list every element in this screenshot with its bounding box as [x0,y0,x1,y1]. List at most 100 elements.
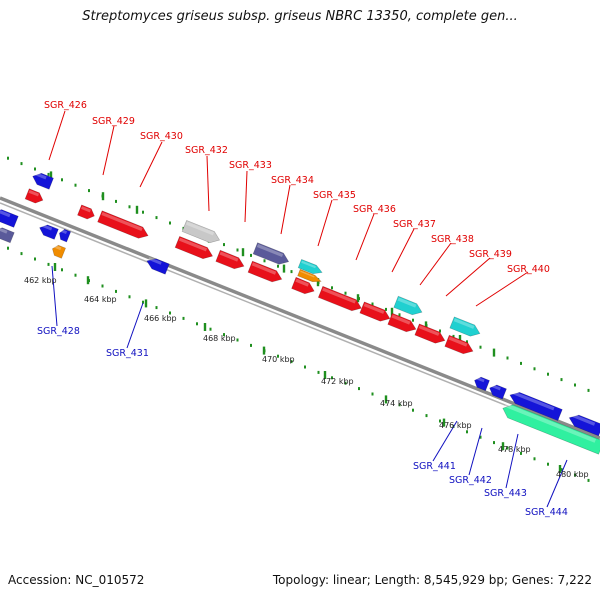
gene-sgr-431[interactable] [146,258,170,275]
guide-dot [533,367,536,371]
scale-label: 466 kbp [144,314,177,323]
guide-dot [331,376,333,380]
leader-sgr_442 [468,427,483,476]
gene-highlight [101,212,143,231]
leader-sgr_436 [355,213,375,261]
guide-dot [304,365,306,369]
major-ticks [49,171,562,473]
label-sgr_444[interactable]: SGR_444 [525,507,568,518]
gene-sgr-442[interactable] [489,384,507,400]
gene-highlight [397,297,417,308]
gene-sgr-437[interactable] [359,301,391,322]
guide-dot [223,243,225,247]
label-sgr_432[interactable]: SGR_432 [185,145,228,156]
gene-sgr-430[interactable] [97,210,149,239]
gene-sgr-437b[interactable] [387,312,417,333]
gene-sgr-426[interactable] [32,172,54,190]
guide-dot [250,343,252,347]
guide-dot [142,210,144,214]
gene-sgr-435b[interactable] [297,268,322,283]
leader-sgr_430 [139,141,163,188]
label-sgr_429[interactable]: SGR_429 [92,116,135,127]
scale-label: 474 kbp [380,399,413,408]
gene-sgr-434b[interactable] [247,260,283,283]
gene-sgr-436[interactable] [317,285,362,312]
scale-label: 468 kbp [203,334,236,343]
guide-dot [398,403,401,407]
gene-sgr-428[interactable] [39,224,59,240]
gene-highlight [391,314,411,325]
gene-highlight [0,210,11,218]
leader-sgr_432 [206,155,210,212]
label-sgr_435[interactable]: SGR_435 [313,190,356,201]
guide-dot [290,270,293,274]
gene-features [0,172,600,455]
guide-dot [358,387,360,391]
label-sgr_436[interactable]: SGR_436 [353,204,396,215]
label-sgr_440[interactable]: SGR_440 [507,264,550,275]
major-tick [442,418,446,427]
gene-sgr-438[interactable] [393,295,423,316]
gene-sgr-428b[interactable] [59,228,72,243]
gene-sgr-440b[interactable] [444,334,474,355]
guide-dot [331,286,333,290]
gene-highlight [81,206,91,213]
guide-dot [466,430,468,434]
guide-dot [20,252,23,256]
gene-sgr-432[interactable] [181,220,221,244]
guide-dot [344,291,347,295]
gene-sgr-443b[interactable] [568,414,600,437]
gene-sgr-433[interactable] [215,249,245,270]
leader-sgr_440 [475,271,529,307]
label-sgr_433[interactable]: SGR_433 [229,160,272,171]
gene-highlight [476,376,485,383]
label-sgr_442[interactable]: SGR_442 [449,475,492,486]
label-sgr_428[interactable]: SGR_428 [37,326,80,337]
label-sgr_443[interactable]: SGR_443 [484,488,527,499]
scale-label: 464 kbp [84,295,117,304]
gene-left-edge-b[interactable] [0,227,15,244]
gene-highlight [0,227,8,234]
gene-left-edge[interactable] [0,209,19,228]
gene-sgr-444[interactable] [502,404,600,455]
guide-dot [290,360,293,364]
gene-sgr-429[interactable] [77,204,95,220]
guide-dot [439,329,441,333]
gene-sgr-432b[interactable] [174,236,214,260]
major-tick [86,276,90,285]
guide-dot [277,264,279,268]
guide-dot [479,435,482,439]
major-tick [49,171,53,180]
guide-dot [493,441,495,445]
major-tick [458,335,462,343]
label-sgr_437[interactable]: SGR_437 [393,219,436,230]
gene-highlight [179,237,208,252]
gene-highlight [219,251,239,262]
major-tick [316,278,320,287]
guide-dot [560,468,563,472]
label-sgr_426[interactable]: SGR_426 [44,100,87,111]
gene-sgr-440[interactable] [449,316,481,337]
gene-sgr-435c[interactable] [291,276,315,295]
label-leader-lines [48,110,568,508]
guide-dot [74,273,77,277]
gene-sgr-434[interactable] [252,242,290,265]
label-sgr_430[interactable]: SGR_430 [140,131,183,142]
gene-sgr-439[interactable] [414,323,446,344]
label-sgr_438[interactable]: SGR_438 [431,234,474,245]
leader-sgr_439 [445,257,491,297]
scale-label: 472 kbp [321,377,354,386]
gene-sgr-435[interactable] [297,259,323,275]
gene-sgr-441[interactable] [474,376,490,392]
label-sgr_441[interactable]: SGR_441 [413,461,456,472]
major-tick [356,294,360,303]
label-sgr_431[interactable]: SGR_431 [106,348,149,359]
label-sgr_439[interactable]: SGR_439 [469,249,512,260]
label-sgr_434[interactable]: SGR_434 [271,175,314,186]
gene-sgr-426b[interactable] [24,188,44,204]
gene-sgr-428c[interactable] [52,244,66,259]
guide-dot [115,289,117,293]
leader-sgr_435 [317,199,333,247]
gene-sgr-443[interactable] [509,392,563,421]
